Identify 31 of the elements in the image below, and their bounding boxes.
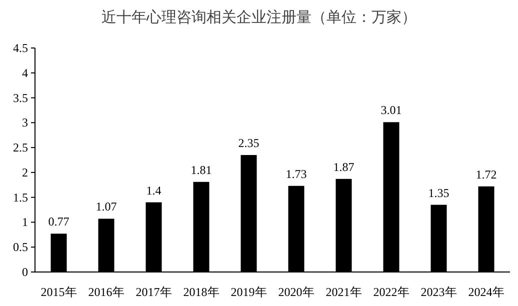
x-tick-label: 2019年 xyxy=(230,285,267,299)
y-tick-label: 0.5 xyxy=(13,240,28,254)
y-tick-label: 1.5 xyxy=(13,190,28,204)
y-tick-label: 3.5 xyxy=(13,90,28,105)
data-label: 1.35 xyxy=(428,186,450,200)
data-label: 1.4 xyxy=(146,183,162,198)
x-tick-label: 2020年 xyxy=(278,285,314,299)
y-tick-label: 3 xyxy=(22,116,28,130)
y-tick-label: 2.5 xyxy=(13,140,28,155)
data-label: 0.77 xyxy=(48,214,70,229)
x-tick-label: 2015年 xyxy=(40,285,77,299)
y-tick-label: 1 xyxy=(22,215,28,230)
data-label: 1.87 xyxy=(333,160,354,174)
x-tick-label: 2017年 xyxy=(136,285,172,299)
y-tick-label: 0 xyxy=(22,265,28,279)
data-label: 3.01 xyxy=(380,103,402,118)
data-label: 1.73 xyxy=(286,166,307,181)
chart-title: 近十年心理咨询相关企业注册量（单位：万家） xyxy=(102,9,416,26)
x-tick-label: 2016年 xyxy=(88,285,124,299)
x-tick-label: 2024年 xyxy=(468,285,504,299)
x-tick-label: 2021年 xyxy=(326,285,362,299)
y-tick-label: 4.5 xyxy=(13,41,28,55)
x-tick-label: 2022年 xyxy=(373,285,410,299)
data-label: 1.07 xyxy=(96,200,117,214)
x-tick-label: 2018年 xyxy=(183,285,220,299)
data-label: 1.72 xyxy=(476,167,497,182)
data-label: 2.35 xyxy=(238,136,260,150)
y-tick-label: 4 xyxy=(22,66,28,80)
data-label: 1.81 xyxy=(190,162,212,177)
x-tick-label: 2023年 xyxy=(420,285,457,299)
y-tick-label: 2 xyxy=(22,165,28,180)
